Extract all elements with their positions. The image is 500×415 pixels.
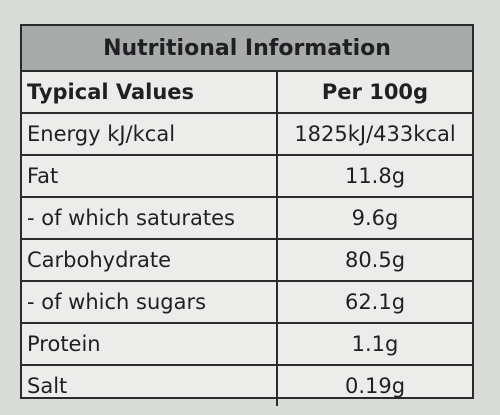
nutrient-name: Energy kJ/kcal (22, 114, 278, 154)
table-row: - of which saturates 9.6g (22, 196, 472, 238)
nutrient-value: 1.1g (351, 332, 399, 356)
table-row: Salt 0.19g (22, 364, 472, 406)
nutrient-value: 0.19g (344, 374, 406, 398)
nutrient-name: - of which saturates (22, 198, 278, 238)
nutrient-name: - of which sugars (22, 282, 278, 322)
nutrient-value: 9.6g (351, 206, 399, 230)
nutrient-name: Carbohydrate (22, 240, 278, 280)
table-title: Nutritional Information (22, 26, 472, 70)
nutrient-value: 62.1g (344, 290, 406, 314)
nutrient-value: 11.8g (344, 164, 406, 188)
table-row: - of which sugars 62.1g (22, 280, 472, 322)
table-row: Energy kJ/kcal 1825kJ/433kcal (22, 112, 472, 154)
nutrient-name: Protein (22, 324, 278, 364)
nutrition-table: Nutritional Information Typical Values P… (20, 24, 474, 406)
table-row: Protein 1.1g (22, 322, 472, 364)
nutrient-name: Salt (22, 366, 278, 406)
nutrient-name: Fat (22, 156, 278, 196)
nutrient-value: 80.5g (344, 248, 406, 272)
column-header: Per 100g (321, 80, 429, 104)
nutrient-value: 1825kJ/433kcal (294, 122, 456, 146)
table-row: Fat 11.8g (22, 154, 472, 196)
column-header: Typical Values (22, 72, 278, 112)
header-row: Typical Values Per 100g (22, 70, 472, 112)
table-row: Carbohydrate 80.5g (22, 238, 472, 280)
